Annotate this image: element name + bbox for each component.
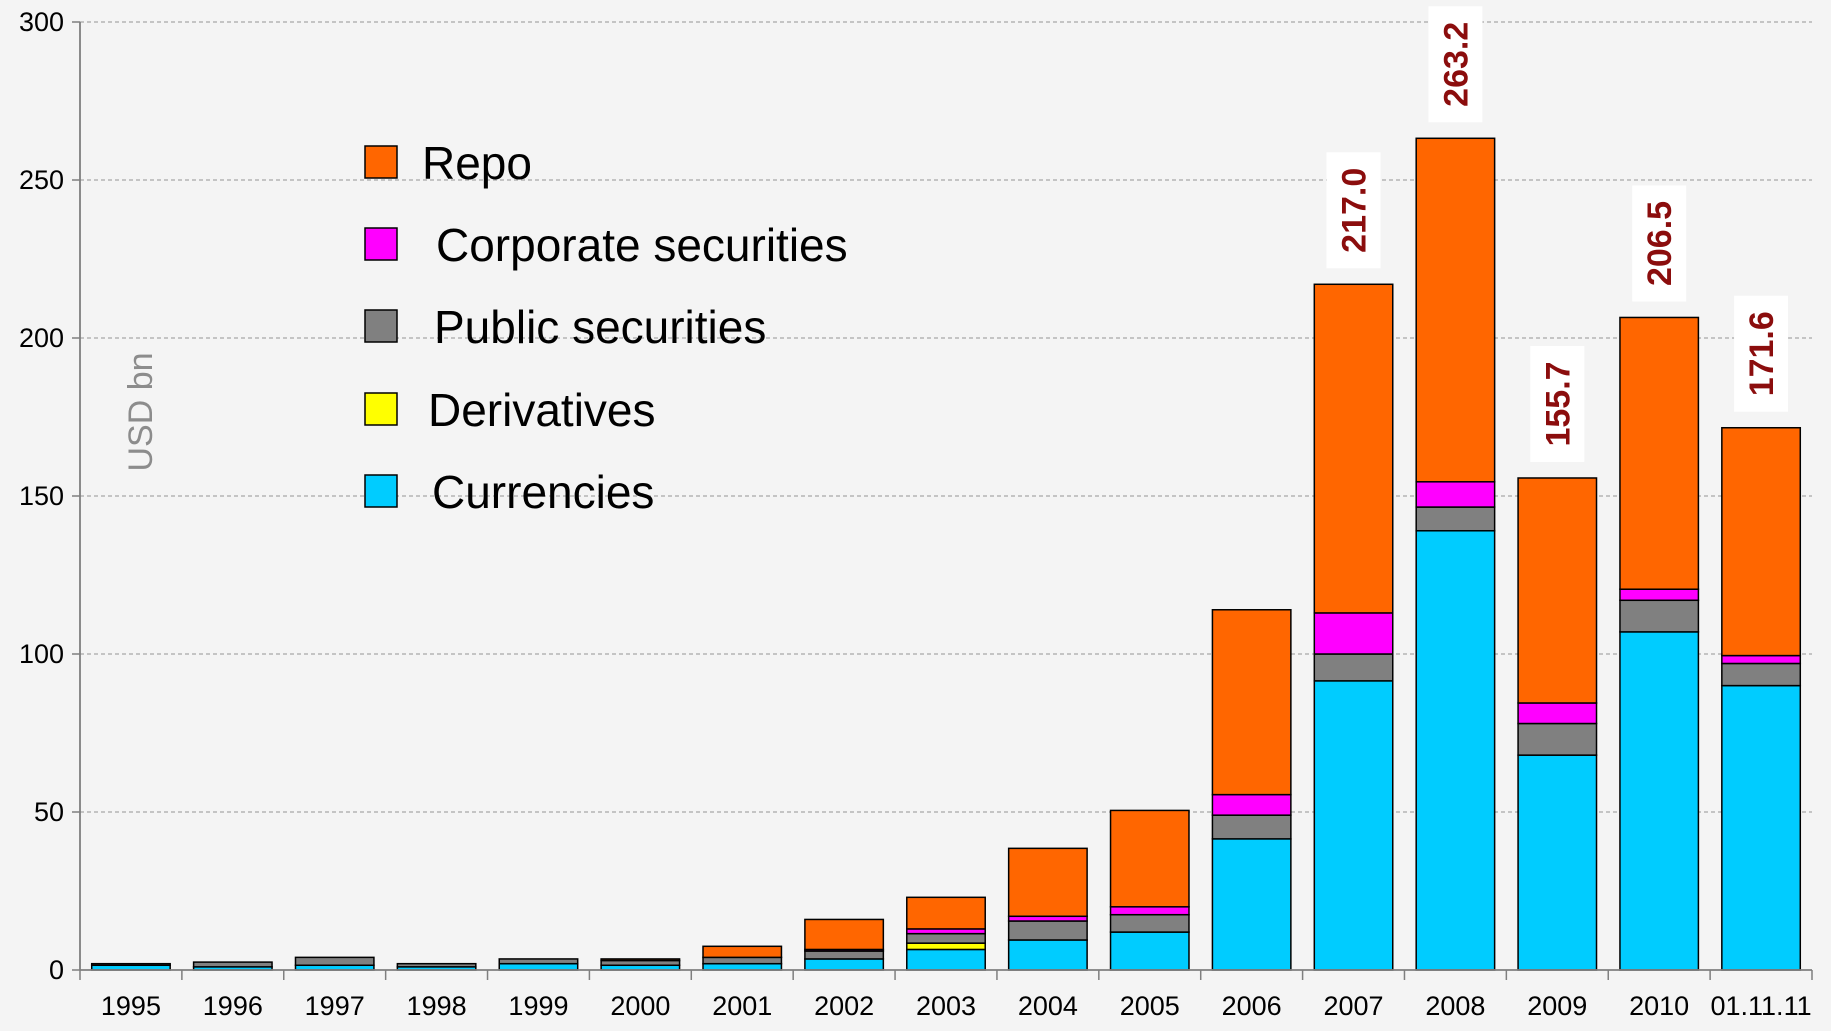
y-tick-label: 200 — [19, 323, 64, 353]
x-tick-label: 2006 — [1222, 991, 1282, 1021]
bar-currencies-2010 — [1619, 631, 1700, 971]
legend-swatch-repo — [364, 145, 398, 179]
total-label: 217.0 — [1336, 168, 1374, 253]
bar-public-securities-2004 — [1007, 920, 1088, 941]
x-tick-label: 1998 — [407, 991, 467, 1021]
bar-derivatives-2003 — [906, 942, 986, 951]
bar-repo-2002 — [804, 918, 885, 951]
bar-repo-2000 — [600, 958, 681, 962]
bar-repo-2006 — [1211, 609, 1292, 796]
bar-currencies-01.11.11 — [1721, 684, 1802, 971]
x-tick-label: 1997 — [305, 991, 365, 1021]
bar-corporate-securities-2010 — [1619, 588, 1700, 602]
legend-swatch-corporate-securities — [364, 227, 398, 261]
bar-corporate-securities-2008 — [1415, 481, 1496, 508]
x-tick-label: 2000 — [610, 991, 670, 1021]
bar-currencies-2002 — [804, 958, 885, 971]
x-tick-label: 01.11.11 — [1711, 991, 1812, 1021]
bar-repo-2005 — [1109, 809, 1190, 908]
x-tick-label: 2007 — [1323, 991, 1383, 1021]
legend-swatch-derivatives — [364, 392, 398, 426]
total-label-box — [1632, 185, 1687, 302]
bar-public-securities-2005 — [1109, 913, 1190, 933]
bar-public-securities-1999 — [498, 958, 579, 965]
bar-public-securities-1998 — [396, 962, 477, 968]
bar-public-securities-2010 — [1619, 599, 1700, 633]
total-label: 171.6 — [1743, 311, 1781, 396]
x-tick-label: 1996 — [203, 991, 263, 1021]
bar-public-securities-2001 — [702, 956, 783, 965]
x-tick-label: 2001 — [712, 991, 772, 1021]
bar-repo-2003 — [906, 896, 986, 930]
bar-currencies-2009 — [1517, 754, 1598, 971]
bar-corporate-securities-2005 — [1109, 906, 1190, 916]
y-tick-label: 100 — [19, 639, 64, 669]
bar-currencies-2004 — [1007, 939, 1088, 971]
bar-public-securities-2008 — [1415, 506, 1496, 532]
legend-label-corporate-securities: Corporate securities — [436, 219, 848, 271]
bar-currencies-2001 — [702, 962, 783, 971]
y-tick-label: 50 — [34, 797, 64, 827]
y-tick-label: 250 — [19, 165, 64, 195]
bar-repo-2009 — [1517, 477, 1598, 704]
x-tick-label: 1995 — [101, 991, 161, 1021]
bar-repo-2001 — [702, 945, 783, 959]
legend-swatch-currencies — [364, 474, 398, 508]
legend-label-derivatives: Derivatives — [428, 384, 656, 436]
y-tick-label: 300 — [19, 7, 64, 37]
legend-swatch-public-securities — [364, 309, 398, 343]
legend-label-public-securities: Public securities — [434, 301, 766, 353]
bar-currencies-2006 — [1211, 838, 1292, 971]
x-tick-label: 2005 — [1120, 991, 1180, 1021]
bar-public-securities-2002 — [804, 950, 885, 960]
y-tick-label: 150 — [19, 481, 64, 511]
total-label-box — [1326, 152, 1381, 269]
bar-public-securities-1997 — [294, 956, 375, 967]
bar-currencies-2007 — [1313, 680, 1394, 971]
x-tick-label: 2003 — [916, 991, 976, 1021]
total-label: 206.5 — [1641, 201, 1679, 286]
bar-public-securities-2003 — [906, 932, 986, 944]
x-tick-label: 2002 — [814, 991, 874, 1021]
total-label: 155.7 — [1539, 361, 1577, 446]
bar-repo-2008 — [1415, 137, 1496, 483]
bar-currencies-2003 — [906, 948, 986, 971]
x-tick-label: 2010 — [1629, 991, 1689, 1021]
x-tick-label: 2004 — [1018, 991, 1078, 1021]
y-tick-label: 0 — [49, 955, 64, 985]
bar-public-securities-01.11.11 — [1721, 662, 1802, 687]
bar-public-securities-2006 — [1211, 814, 1292, 840]
bar-corporate-securities-2006 — [1211, 793, 1292, 816]
x-tick-label: 2009 — [1527, 991, 1587, 1021]
bar-public-securities-1995 — [90, 962, 171, 967]
total-label-box — [1530, 345, 1585, 462]
y-axis-label: USD bn — [122, 352, 160, 471]
x-tick-label: 1999 — [508, 991, 568, 1021]
bar-repo-2010 — [1619, 316, 1700, 590]
x-tick-label: 2008 — [1425, 991, 1485, 1021]
bar-repo-01.11.11 — [1721, 426, 1802, 657]
bar-corporate-securities-2009 — [1517, 702, 1598, 725]
bar-repo-2004 — [1007, 847, 1088, 918]
bar-public-securities-2009 — [1517, 722, 1598, 756]
bar-currencies-2008 — [1415, 530, 1496, 971]
bar-currencies-2005 — [1109, 931, 1190, 971]
bar-public-securities-2007 — [1313, 653, 1394, 682]
bar-public-securities-1996 — [192, 961, 273, 968]
total-label-box — [1734, 295, 1789, 412]
legend-label-repo: Repo — [422, 137, 532, 189]
bar-corporate-securities-2007 — [1313, 612, 1394, 655]
total-label-box — [1428, 6, 1483, 123]
bar-corporate-securities-01.11.11 — [1721, 654, 1802, 665]
total-label: 263.2 — [1437, 22, 1475, 107]
bar-repo-2007 — [1313, 283, 1394, 614]
bar-currencies-1999 — [498, 962, 579, 971]
legend-label-currencies: Currencies — [432, 466, 654, 518]
